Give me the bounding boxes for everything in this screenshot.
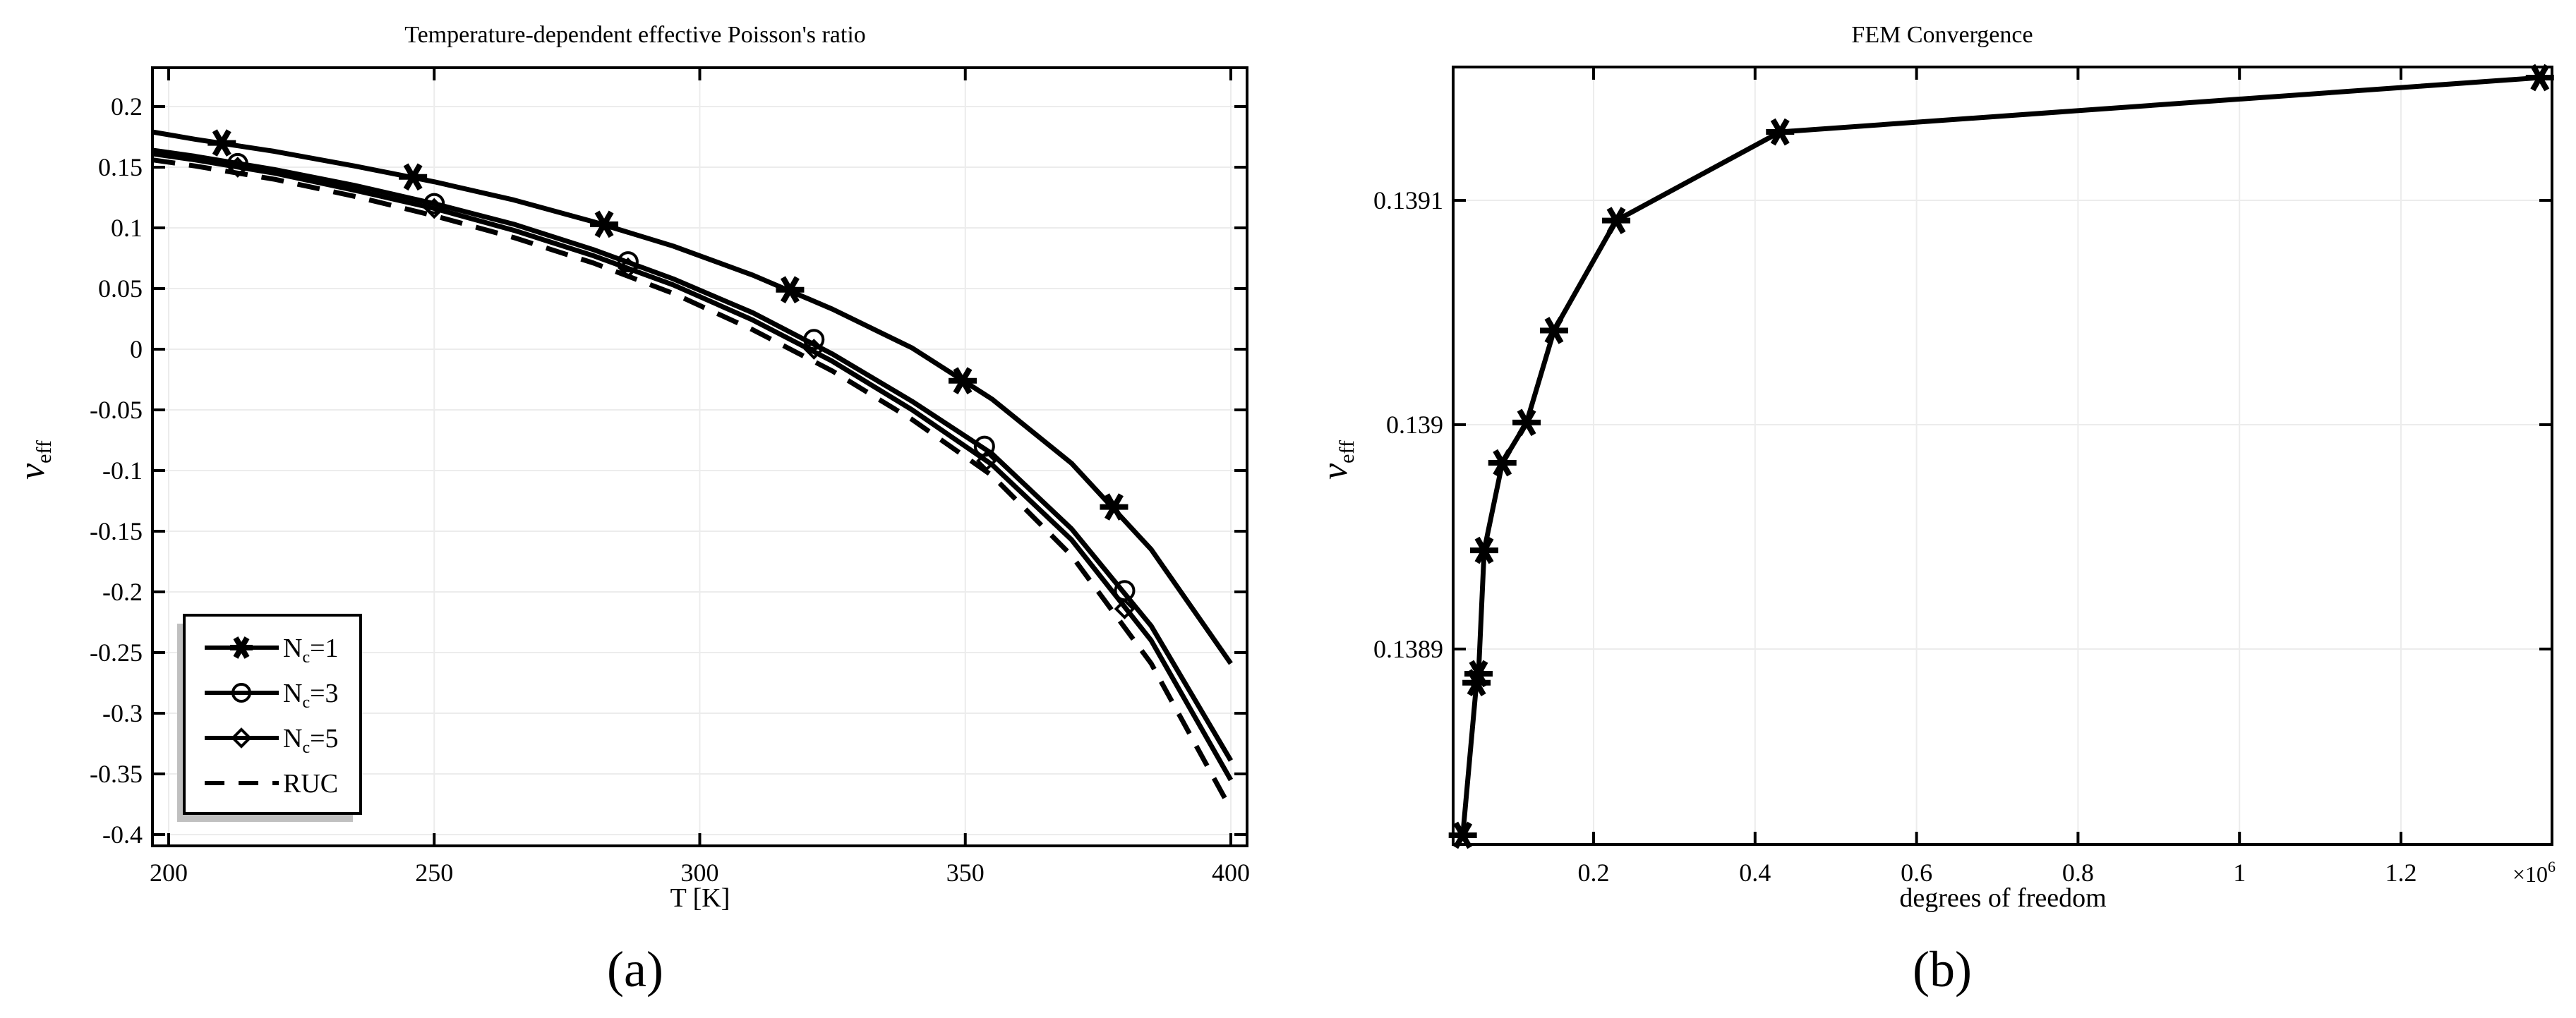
panel-a-chart: Temperature-dependent effective Poisson'…	[12, 22, 1250, 998]
y-tick-label: 0.15	[98, 153, 143, 181]
y-tick-label: 0.139	[1386, 411, 1443, 439]
asterisk-marker	[776, 276, 805, 304]
x-tick-label: 200	[150, 859, 188, 887]
x-tick-label: 1.2	[2385, 859, 2417, 887]
asterisk-marker	[399, 163, 428, 191]
x-tick-label: 350	[946, 859, 985, 887]
series-line-nc-1	[152, 129, 1233, 665]
asterisk-marker	[1602, 207, 1631, 234]
panel-b-chart: FEM Convergence 0.2 0.4 0.6 0.8 1 1.20.13890.…	[1315, 22, 2556, 998]
x-tick-label: 1	[2233, 859, 2246, 887]
y-tick-label: 0.1	[111, 214, 143, 242]
panel-a-series	[152, 129, 1234, 811]
panel-b-ticks	[1453, 67, 2552, 844]
panel-a-grid	[152, 68, 1247, 846]
y-tick-label: -0.35	[90, 760, 143, 788]
diamond-marker	[227, 157, 248, 178]
panel-a-ticks	[152, 68, 1247, 846]
panel-a-axes-box	[151, 66, 1248, 847]
asterisk-marker	[590, 210, 619, 238]
asterisk-marker	[207, 129, 236, 157]
panel-a-caption-label: (a)	[607, 941, 663, 998]
panel-b-grid	[1453, 67, 2552, 844]
panel-b-x-axis-label: degrees of freedom	[1899, 883, 2106, 913]
legend-item-nc-1: Nc=1	[205, 634, 339, 667]
panel-a-tick-labels: 200 250 300 350 400 0.2 0.15 0.1 0.05 0 -0.05 -0.1 -…	[90, 92, 1250, 887]
diamond-marker	[423, 198, 445, 219]
y-tick-label: 0	[130, 335, 143, 363]
circle-marker	[803, 329, 825, 351]
asterisk-marker	[1469, 536, 1498, 564]
asterisk-marker	[1100, 493, 1128, 521]
x-tick-label: 250	[415, 859, 453, 887]
asterisk-marker	[230, 636, 253, 659]
asterisk-marker	[1464, 660, 1493, 688]
y-tick-label: -0.3	[102, 699, 143, 727]
panel-b-plot-area	[1453, 67, 2552, 844]
y-tick-label: -0.25	[90, 638, 143, 667]
panel-b-y-axis-label: νeff	[1315, 440, 1359, 480]
legend-label: RUC	[283, 769, 338, 799]
diamond-marker	[803, 339, 825, 360]
y-tick-label: -0.05	[90, 396, 143, 424]
legend-label: Nc=1	[283, 634, 339, 667]
circle-marker	[423, 193, 445, 214]
x-tick-label: 0.4	[1739, 859, 1771, 887]
x-tick-label: 0.8	[2062, 859, 2094, 887]
panel-a-y-axis-label: νeff	[12, 440, 56, 480]
y-tick-label: 0.1391	[1373, 186, 1443, 214]
y-tick-label: -0.15	[90, 517, 143, 545]
diamond-marker	[1114, 598, 1136, 619]
series-line-nc-5	[152, 151, 1234, 782]
panel-b-axes-box	[1452, 66, 2553, 846]
panel-b-title: FEM Convergence	[1851, 22, 2033, 48]
y-tick-label: 0.1389	[1373, 635, 1443, 663]
panel-b-caption-label: (b)	[1913, 941, 1972, 998]
legend-item-nc-5: Nc=5	[205, 724, 339, 757]
y-tick-label: 0.2	[111, 92, 143, 121]
asterisk-marker	[2525, 63, 2554, 92]
asterisk-marker	[948, 367, 977, 395]
legend-item-nc-3: Nc=3	[205, 679, 339, 712]
y-tick-label: -0.1	[102, 456, 143, 485]
series-line-nc-3	[152, 147, 1234, 762]
circle-marker	[231, 683, 251, 703]
x-tick-label: 400	[1212, 859, 1250, 887]
x-tick-label: 0.2	[1578, 859, 1610, 887]
panel-b-x-multiplier: ×106	[2512, 858, 2556, 887]
legend-label: Nc=5	[283, 724, 339, 757]
panel-b-tick-labels: 0.2 0.4 0.6 0.8 1 1.2 0.1389 0.139 0.1391	[1373, 186, 2417, 887]
x-tick-label: 300	[681, 859, 719, 887]
legend-label: Nc=3	[283, 679, 339, 712]
y-tick-label: 0.05	[98, 274, 143, 303]
x-tick-label: 0.6	[1901, 859, 1932, 887]
asterisk-marker	[1539, 317, 1568, 344]
panel-a-title: Temperature-dependent effective Poisson'…	[404, 22, 866, 48]
panel-a-x-axis-label: T [K]	[670, 883, 730, 913]
legend-item-ruc: RUC	[205, 769, 338, 799]
diamond-marker	[231, 727, 252, 749]
asterisk-marker	[1488, 449, 1517, 477]
y-tick-label: -0.2	[102, 578, 143, 606]
y-tick-label: -0.4	[102, 820, 143, 849]
panel-a-legend: Nc=1 Nc=3 Nc=5 RUC	[177, 614, 362, 822]
asterisk-marker	[1766, 118, 1795, 146]
series-line-ruc	[152, 157, 1234, 811]
asterisk-marker	[1512, 408, 1541, 437]
